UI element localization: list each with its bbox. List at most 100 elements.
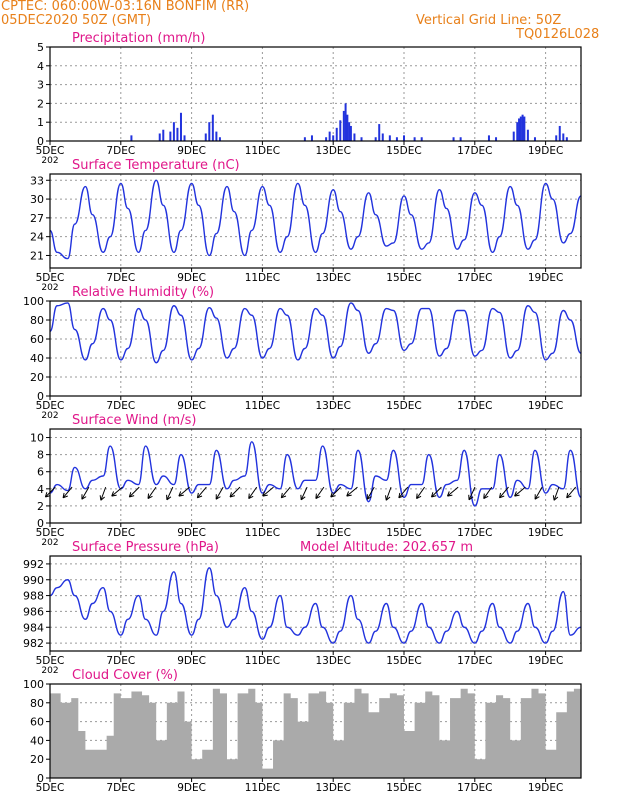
precip-bar [325,137,328,141]
cloud-ytick-label: 0 [37,772,44,785]
precip-xtick-label: 9DEC [177,145,206,157]
pressure-ytick-label: 986 [23,605,44,618]
wind-year-label: 202 [41,538,58,548]
cloud-xtick-label: 7DEC [106,782,135,794]
precip-bar [176,127,179,141]
wind-arrow [166,486,174,501]
precip-bar [526,129,529,141]
precip-bar [555,135,558,141]
temperature-line [49,179,582,260]
temperature-xtick-label: 17DEC [457,272,492,284]
precip-bar [459,137,462,141]
pressure-xtick-label: 17DEC [457,655,492,667]
humidity-xtick-label: 17DEC [457,400,492,412]
cloud-frame [49,683,582,779]
precip-bar [378,124,381,141]
precip-bar [413,137,416,141]
wind-xtick-label: 15DEC [386,527,421,539]
temperature-xtick-label: 11DEC [245,272,280,284]
wind-arrow [81,486,90,500]
precip-title: Precipitation (mm/h) [72,31,205,46]
precip-bar [348,122,351,141]
precip-bar [158,133,161,141]
wind-arrow [229,486,241,498]
precip-bar [172,122,175,141]
wind-arrow [552,486,560,501]
precip-year-label: 202 [41,156,58,166]
precip-bar [208,122,211,141]
pressure-xtick-label: 15DEC [386,655,421,667]
wind-xtick-label: 17DEC [457,527,492,539]
temperature-xtick-label: 5DEC [36,272,65,284]
wind-xtick-label: 11DEC [245,527,280,539]
precip-bar [381,133,384,141]
humidity-xtick-label: 9DEC [177,400,206,412]
cloud-xtick-label: 13DEC [315,782,350,794]
cloud-xtick-label: 11DEC [245,782,280,794]
humidity-line [49,302,582,364]
wind-arrow [499,486,509,499]
temperature-ytick-label: 33 [30,174,44,187]
wind-title: Surface Wind (m/s) [72,413,196,428]
precip-ytick-label: 4 [37,60,44,73]
precip-bar [215,131,218,141]
precip-bar [353,133,356,141]
wind-ytick-label: 4 [37,483,44,496]
cloud-xtick-label: 17DEC [457,782,492,794]
wind-arrow [248,486,258,500]
wind-arrow [280,486,291,499]
precip-bar [512,131,515,141]
temperature-ytick-label: 27 [30,212,44,225]
precip-bar [518,118,521,141]
cloud-title: Cloud Cover (%) [72,668,178,683]
wind-arrow [385,486,392,501]
precip-bar [344,103,347,141]
precip-bar [339,120,342,141]
precip-xtick-label: 15DEC [386,145,421,157]
precip-bar [342,110,345,141]
precip-bar [183,135,186,141]
cloud-ytick-label: 20 [30,753,44,766]
model-name: TQ0126L028 [516,27,600,42]
wind-arrow [262,486,274,497]
pressure-xtick-label: 7DEC [106,655,135,667]
humidity-ytick-label: 80 [30,314,44,327]
precip-bar [303,137,306,141]
wind-xtick-label: 5DEC [36,527,65,539]
precip-xtick-label: 11DEC [245,145,280,157]
humidity-xtick-label: 15DEC [386,400,421,412]
pressure-xtick-label: 19DEC [528,655,563,667]
wind-ytick-label: 0 [37,517,44,530]
precip-bar [211,114,214,141]
wind-arrow [366,486,375,500]
wind-ytick-label: 2 [37,500,44,513]
temperature-frame [49,173,582,269]
wind-ytick-label: 10 [30,432,44,445]
precip-ytick-label: 3 [37,79,44,92]
grid-line-info: Vertical Grid Line: 50Z [416,13,562,28]
pressure-annotation: Model Altitude: 202.657 m [300,540,473,555]
precip-bar [521,114,524,141]
humidity-xtick-label: 19DEC [528,400,563,412]
precip-xtick-label: 7DEC [106,145,135,157]
wind-arrow [446,486,459,497]
precip-bar [218,137,221,141]
precip-bar [130,135,133,141]
temperature-xtick-label: 19DEC [528,272,563,284]
precip-ytick-label: 5 [37,41,44,54]
precip-bar [562,133,565,141]
precip-bar [335,127,338,141]
precip-bar [533,137,536,141]
cloud-area [50,688,581,778]
wind-arrow [514,486,526,497]
humidity-xtick-label: 13DEC [315,400,350,412]
precip-ytick-label: 0 [37,135,44,148]
pressure-xtick-label: 13DEC [315,655,350,667]
precip-bar [310,135,313,141]
pressure-line [49,567,582,644]
wind-arrow [416,486,426,500]
temperature-xtick-label: 7DEC [106,272,135,284]
temperature-xtick-label: 9DEC [177,272,206,284]
humidity-ytick-label: 20 [30,371,44,384]
precip-bar [346,114,349,141]
